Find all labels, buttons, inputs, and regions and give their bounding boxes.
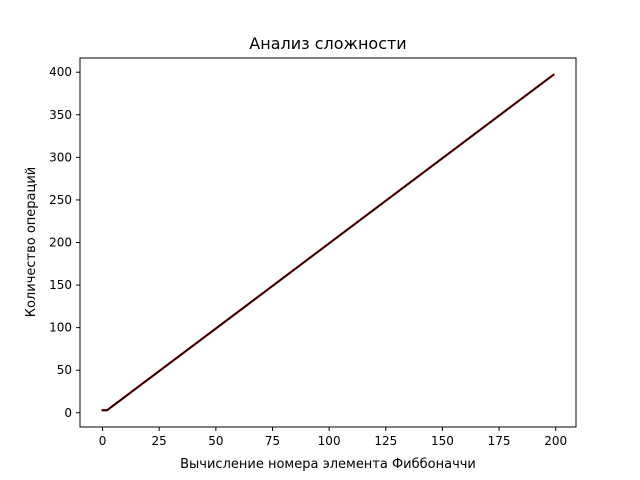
x-tick-label: 200	[544, 434, 567, 448]
x-axis-label: Вычисление номера элемента Фиббоначчи	[180, 457, 476, 472]
y-tick-label: 250	[49, 193, 72, 207]
y-tick-label: 100	[49, 321, 72, 335]
x-tick-label: 100	[318, 434, 341, 448]
y-tick-label: 300	[49, 150, 72, 164]
x-tick-label: 50	[208, 434, 223, 448]
x-axis: 0 25 50 75 100 125 150 175 200	[99, 427, 567, 448]
y-axis: 0 50 100 150 200 250 300 350 400	[49, 65, 80, 420]
y-tick-label: 150	[49, 278, 72, 292]
x-tick-label: 75	[265, 434, 280, 448]
x-tick-label: 0	[99, 434, 107, 448]
series-layer	[101, 73, 555, 412]
x-tick-label: 125	[374, 434, 397, 448]
x-tick-label: 25	[152, 434, 167, 448]
y-tick-label: 0	[64, 406, 72, 420]
y-tick-label: 50	[57, 363, 72, 377]
y-tick-label: 350	[49, 108, 72, 122]
x-tick-label: 175	[488, 434, 511, 448]
y-tick-label: 400	[49, 65, 72, 79]
series-line-2	[101, 73, 555, 411]
chart-title: Анализ сложности	[249, 34, 406, 53]
y-tick-label: 200	[49, 236, 72, 250]
x-tick-label: 150	[431, 434, 454, 448]
y-axis-label: Количество операций	[24, 167, 39, 318]
